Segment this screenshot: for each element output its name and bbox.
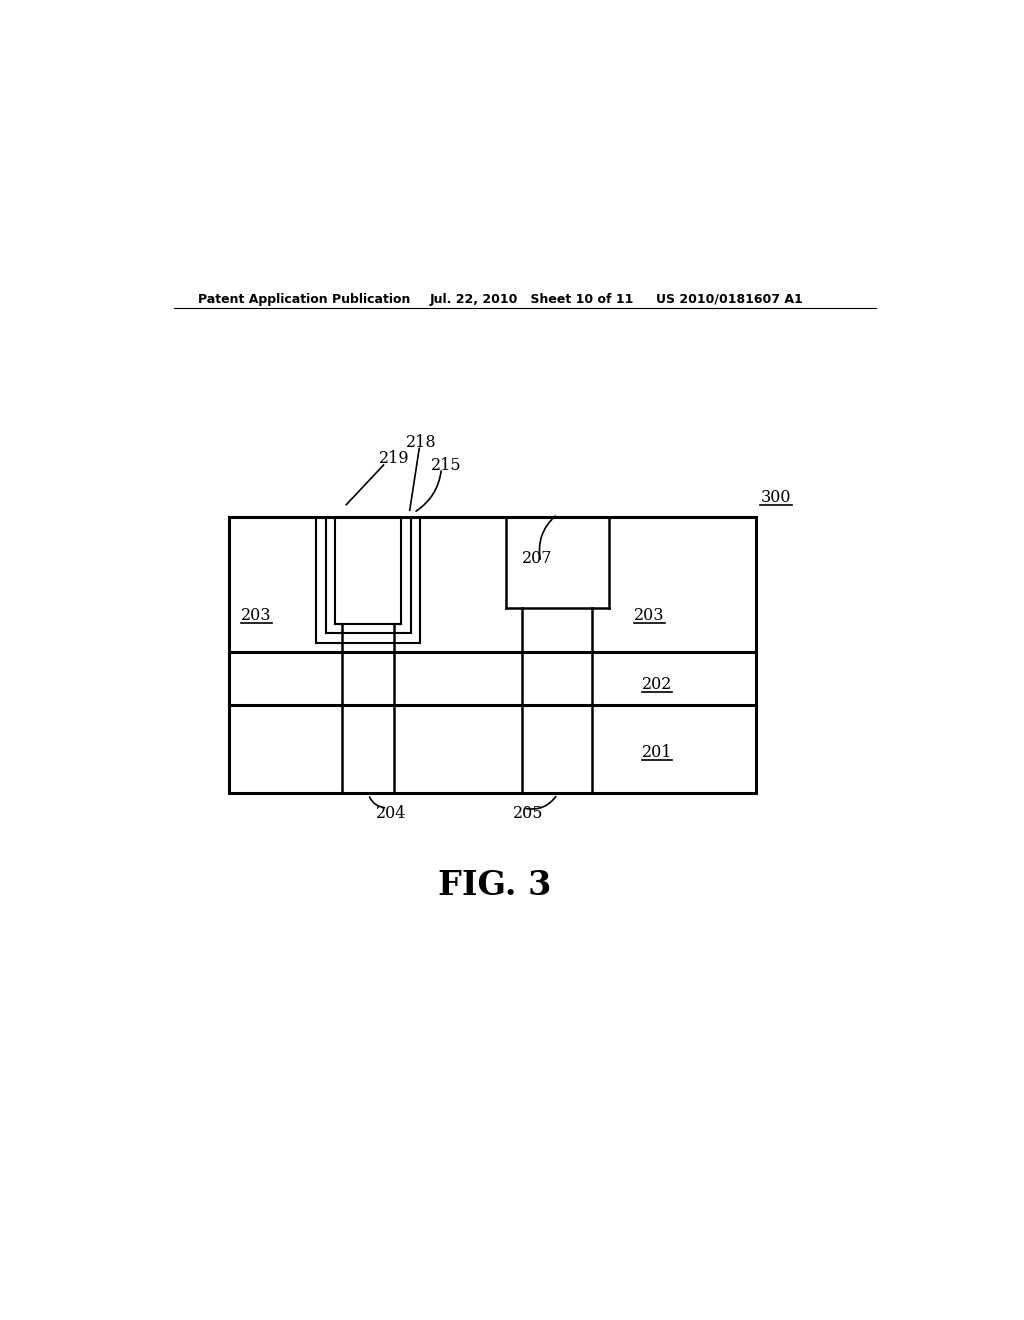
Text: Patent Application Publication: Patent Application Publication — [198, 293, 411, 306]
Text: FIG. 3: FIG. 3 — [438, 869, 551, 902]
Text: 219: 219 — [379, 450, 410, 467]
Text: 215: 215 — [431, 457, 462, 474]
Text: 205: 205 — [513, 805, 544, 822]
Text: 203: 203 — [241, 606, 271, 623]
Bar — [228, 516, 756, 793]
Text: Jul. 22, 2010   Sheet 10 of 11: Jul. 22, 2010 Sheet 10 of 11 — [430, 293, 634, 306]
Text: 201: 201 — [642, 743, 673, 760]
Text: 203: 203 — [634, 606, 664, 623]
Text: 207: 207 — [522, 550, 553, 568]
Text: US 2010/0181607 A1: US 2010/0181607 A1 — [655, 293, 803, 306]
Text: 300: 300 — [761, 490, 791, 506]
Text: 204: 204 — [376, 805, 406, 822]
Text: 218: 218 — [406, 434, 436, 451]
Text: 202: 202 — [642, 676, 673, 693]
